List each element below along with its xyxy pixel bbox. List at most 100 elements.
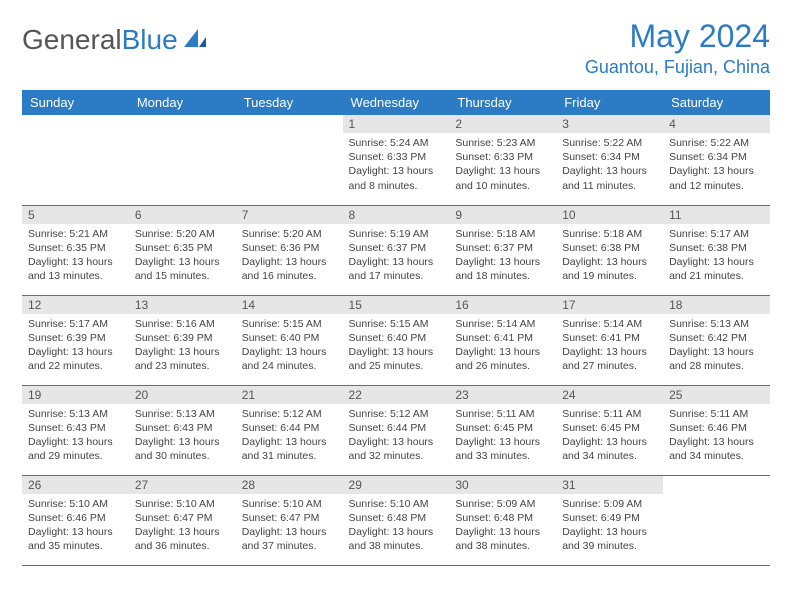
calendar-table: SundayMondayTuesdayWednesdayThursdayFrid… bbox=[22, 90, 770, 566]
sunset-text: Sunset: 6:34 PM bbox=[562, 150, 657, 164]
day-content: Sunrise: 5:10 AMSunset: 6:47 PMDaylight:… bbox=[129, 494, 236, 558]
sunset-text: Sunset: 6:47 PM bbox=[135, 511, 230, 525]
daylight-text: Daylight: 13 hours and 35 minutes. bbox=[28, 525, 123, 553]
sunset-text: Sunset: 6:42 PM bbox=[669, 331, 764, 345]
day-number: 24 bbox=[556, 386, 663, 404]
sunrise-text: Sunrise: 5:09 AM bbox=[455, 497, 550, 511]
sunset-text: Sunset: 6:39 PM bbox=[28, 331, 123, 345]
sunrise-text: Sunrise: 5:10 AM bbox=[349, 497, 444, 511]
brand-general: General bbox=[22, 24, 122, 56]
calendar-cell: 12Sunrise: 5:17 AMSunset: 6:39 PMDayligh… bbox=[22, 295, 129, 385]
day-header: Saturday bbox=[663, 90, 770, 115]
daylight-text: Daylight: 13 hours and 38 minutes. bbox=[349, 525, 444, 553]
daylight-text: Daylight: 13 hours and 25 minutes. bbox=[349, 345, 444, 373]
daylight-text: Daylight: 13 hours and 27 minutes. bbox=[562, 345, 657, 373]
day-number: 18 bbox=[663, 296, 770, 314]
sunrise-text: Sunrise: 5:17 AM bbox=[669, 227, 764, 241]
calendar-cell: 26 Sunrise: 5:10 AMSunset: 6:46 PMDayligh… bbox=[22, 475, 129, 565]
calendar-cell: 3Sunrise: 5:22 AMSunset: 6:34 PMDaylight… bbox=[556, 115, 663, 205]
day-number: 27 bbox=[129, 476, 236, 494]
day-header: Sunday bbox=[22, 90, 129, 115]
day-number: 8 bbox=[343, 206, 450, 224]
day-number: 21 bbox=[236, 386, 343, 404]
sunrise-text: Sunrise: 5:15 AM bbox=[349, 317, 444, 331]
location-subtitle: Guantou, Fujian, China bbox=[585, 57, 770, 78]
sunset-text: Sunset: 6:38 PM bbox=[669, 241, 764, 255]
sunset-text: Sunset: 6:41 PM bbox=[455, 331, 550, 345]
calendar-cell bbox=[236, 115, 343, 205]
calendar-cell: 2Sunrise: 5:23 AMSunset: 6:33 PMDaylight… bbox=[449, 115, 556, 205]
daylight-text: Daylight: 13 hours and 13 minutes. bbox=[28, 255, 123, 283]
sunrise-text: Sunrise: 5:10 AM bbox=[28, 497, 123, 511]
day-content: Sunrise: 5:16 AMSunset: 6:39 PMDaylight:… bbox=[129, 314, 236, 378]
day-number: 5 bbox=[22, 206, 129, 224]
daylight-text: Daylight: 13 hours and 10 minutes. bbox=[455, 164, 550, 192]
daylight-text: Daylight: 13 hours and 36 minutes. bbox=[135, 525, 230, 553]
day-number: 7 bbox=[236, 206, 343, 224]
calendar-cell: 23Sunrise: 5:11 AMSunset: 6:45 PMDayligh… bbox=[449, 385, 556, 475]
day-content: Sunrise: 5:10 AMSunset: 6:47 PMDaylight:… bbox=[236, 494, 343, 558]
daylight-text: Daylight: 13 hours and 29 minutes. bbox=[28, 435, 123, 463]
daylight-text: Daylight: 13 hours and 37 minutes. bbox=[242, 525, 337, 553]
calendar-cell: 6Sunrise: 5:20 AMSunset: 6:35 PMDaylight… bbox=[129, 205, 236, 295]
daylight-text: Daylight: 13 hours and 34 minutes. bbox=[562, 435, 657, 463]
sunset-text: Sunset: 6:40 PM bbox=[242, 331, 337, 345]
day-content: Sunrise: 5:22 AMSunset: 6:34 PMDaylight:… bbox=[663, 133, 770, 197]
daylight-text: Daylight: 13 hours and 24 minutes. bbox=[242, 345, 337, 373]
day-number: 1 bbox=[343, 115, 450, 133]
sunrise-text: Sunrise: 5:11 AM bbox=[669, 407, 764, 421]
day-content: Sunrise: 5:22 AMSunset: 6:34 PMDaylight:… bbox=[556, 133, 663, 197]
day-number: 30 bbox=[449, 476, 556, 494]
day-number: 17 bbox=[556, 296, 663, 314]
daylight-text: Daylight: 13 hours and 17 minutes. bbox=[349, 255, 444, 283]
day-number: 26 bbox=[22, 476, 129, 494]
calendar-cell: 10Sunrise: 5:18 AMSunset: 6:38 PMDayligh… bbox=[556, 205, 663, 295]
day-content: Sunrise: 5:15 AMSunset: 6:40 PMDaylight:… bbox=[343, 314, 450, 378]
daylight-text: Daylight: 13 hours and 18 minutes. bbox=[455, 255, 550, 283]
daylight-text: Daylight: 13 hours and 22 minutes. bbox=[28, 345, 123, 373]
daylight-text: Daylight: 13 hours and 39 minutes. bbox=[562, 525, 657, 553]
calendar-cell: 14Sunrise: 5:15 AMSunset: 6:40 PMDayligh… bbox=[236, 295, 343, 385]
day-number: 22 bbox=[343, 386, 450, 404]
sunrise-text: Sunrise: 5:12 AM bbox=[349, 407, 444, 421]
calendar-cell: 9Sunrise: 5:18 AMSunset: 6:37 PMDaylight… bbox=[449, 205, 556, 295]
day-content: Sunrise: 5:23 AMSunset: 6:33 PMDaylight:… bbox=[449, 133, 556, 197]
sunrise-text: Sunrise: 5:14 AM bbox=[562, 317, 657, 331]
calendar-cell: 1Sunrise: 5:24 AMSunset: 6:33 PMDaylight… bbox=[343, 115, 450, 205]
calendar-week: 1Sunrise: 5:24 AMSunset: 6:33 PMDaylight… bbox=[22, 115, 770, 205]
sunrise-text: Sunrise: 5:20 AM bbox=[242, 227, 337, 241]
day-number: 4 bbox=[663, 115, 770, 133]
calendar-cell: 31Sunrise: 5:09 AMSunset: 6:49 PMDayligh… bbox=[556, 475, 663, 565]
calendar-cell: 7Sunrise: 5:20 AMSunset: 6:36 PMDaylight… bbox=[236, 205, 343, 295]
day-header-row: SundayMondayTuesdayWednesdayThursdayFrid… bbox=[22, 90, 770, 115]
day-number: 6 bbox=[129, 206, 236, 224]
daylight-text: Daylight: 13 hours and 30 minutes. bbox=[135, 435, 230, 463]
sunrise-text: Sunrise: 5:18 AM bbox=[455, 227, 550, 241]
sunset-text: Sunset: 6:46 PM bbox=[28, 511, 123, 525]
daylight-text: Daylight: 13 hours and 28 minutes. bbox=[669, 345, 764, 373]
day-content: Sunrise: 5:18 AMSunset: 6:37 PMDaylight:… bbox=[449, 224, 556, 288]
sunrise-text: Sunrise: 5:17 AM bbox=[28, 317, 123, 331]
day-number: 15 bbox=[343, 296, 450, 314]
calendar-cell: 11Sunrise: 5:17 AMSunset: 6:38 PMDayligh… bbox=[663, 205, 770, 295]
sunset-text: Sunset: 6:44 PM bbox=[349, 421, 444, 435]
day-content: Sunrise: 5:17 AMSunset: 6:38 PMDaylight:… bbox=[663, 224, 770, 288]
calendar-cell: 22 Sunrise: 5:12 AMSunset: 6:44 PMDayligh… bbox=[343, 385, 450, 475]
sunrise-text: Sunrise: 5:13 AM bbox=[28, 407, 123, 421]
daylight-text: Daylight: 13 hours and 21 minutes. bbox=[669, 255, 764, 283]
calendar-week: 19Sunrise: 5:13 AMSunset: 6:43 PMDayligh… bbox=[22, 385, 770, 475]
daylight-text: Daylight: 13 hours and 32 minutes. bbox=[349, 435, 444, 463]
sunrise-text: Sunrise: 5:13 AM bbox=[135, 407, 230, 421]
calendar-cell: 19Sunrise: 5:13 AMSunset: 6:43 PMDayligh… bbox=[22, 385, 129, 475]
calendar-cell: 21Sunrise: 5:12 AMSunset: 6:44 PMDayligh… bbox=[236, 385, 343, 475]
daylight-text: Daylight: 13 hours and 15 minutes. bbox=[135, 255, 230, 283]
daylight-text: Daylight: 13 hours and 38 minutes. bbox=[455, 525, 550, 553]
sunset-text: Sunset: 6:35 PM bbox=[135, 241, 230, 255]
calendar-cell bbox=[22, 115, 129, 205]
day-content: Sunrise: 5:20 AMSunset: 6:35 PMDaylight:… bbox=[129, 224, 236, 288]
calendar-cell: 20Sunrise: 5:13 AMSunset: 6:43 PMDayligh… bbox=[129, 385, 236, 475]
calendar-cell: 4Sunrise: 5:22 AMSunset: 6:34 PMDaylight… bbox=[663, 115, 770, 205]
sunrise-text: Sunrise: 5:22 AM bbox=[562, 136, 657, 150]
sunset-text: Sunset: 6:41 PM bbox=[562, 331, 657, 345]
daylight-text: Daylight: 13 hours and 33 minutes. bbox=[455, 435, 550, 463]
